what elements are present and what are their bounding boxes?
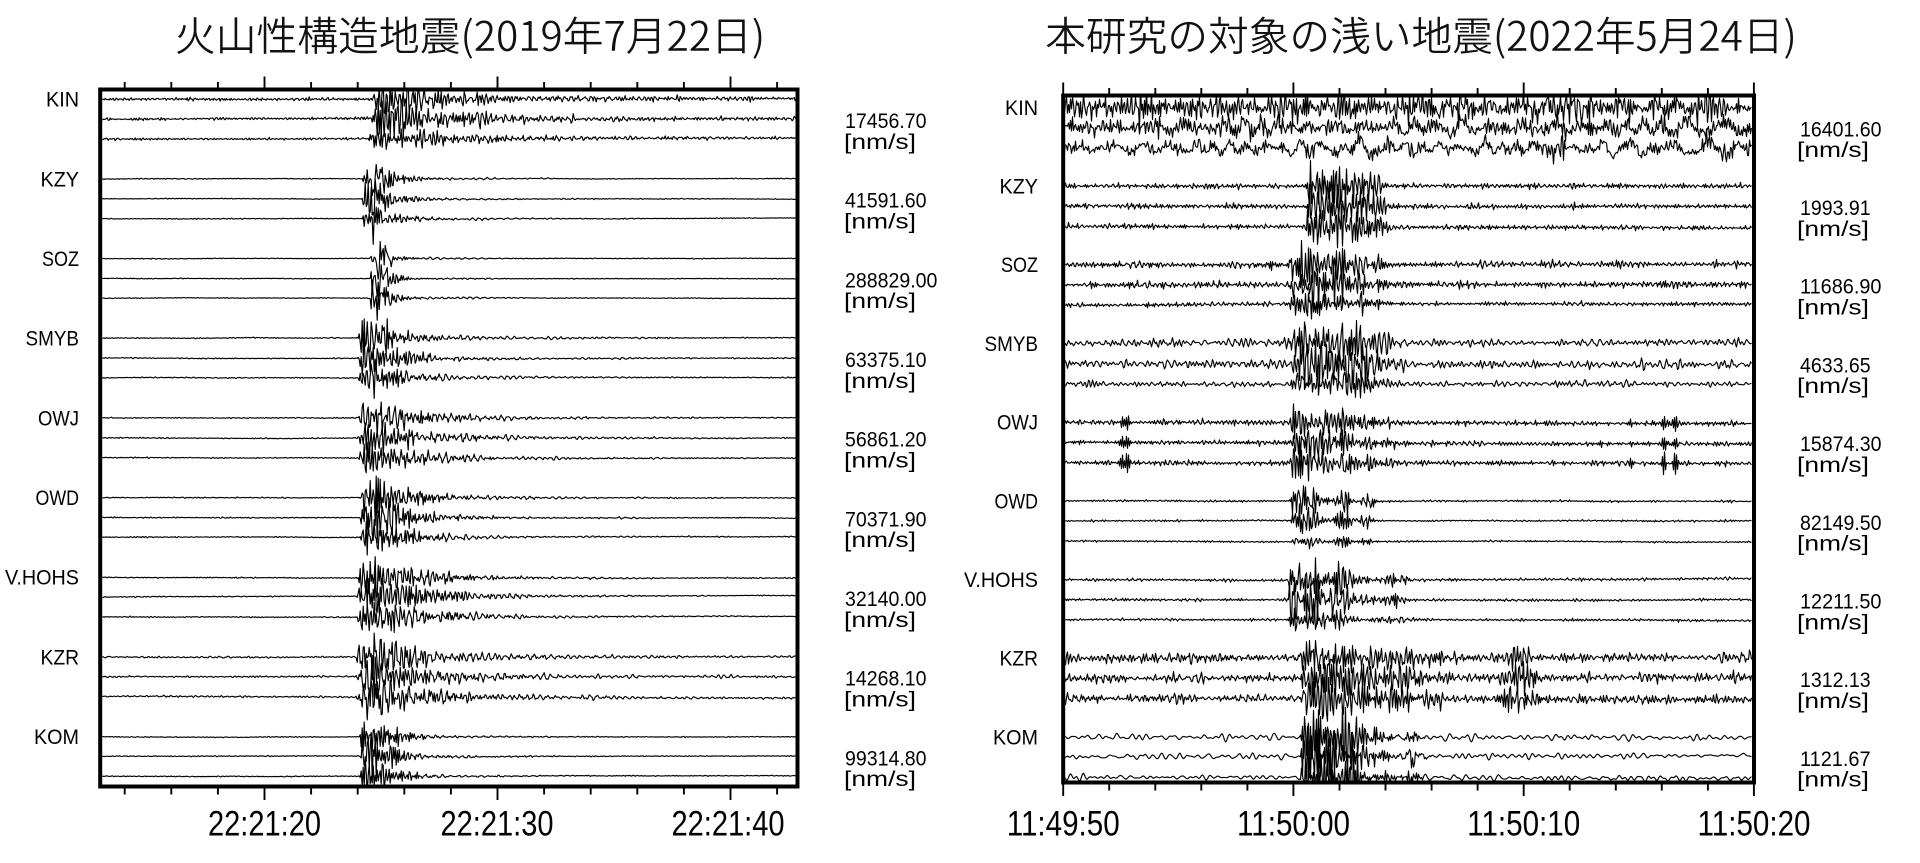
svg-text:4633.65: 4633.65: [1800, 353, 1871, 377]
svg-text:[nm/s]: [nm/s]: [844, 608, 916, 632]
svg-text:KZR: KZR: [41, 645, 80, 669]
svg-text:1993.91: 1993.91: [1800, 196, 1871, 220]
svg-text:[nm/s]: [nm/s]: [1797, 532, 1869, 556]
svg-text:14268.10: 14268.10: [845, 667, 927, 691]
svg-text:32140.00: 32140.00: [845, 587, 927, 611]
svg-text:11:50:00: 11:50:00: [1237, 805, 1350, 844]
svg-text:22:21:30: 22:21:30: [441, 805, 554, 844]
svg-text:KZY: KZY: [41, 167, 80, 191]
svg-text:OWD: OWD: [36, 486, 80, 510]
svg-text:KIN: KIN: [1005, 96, 1038, 120]
svg-text:[nm/s]: [nm/s]: [844, 448, 916, 472]
svg-text:KZY: KZY: [1000, 175, 1039, 199]
svg-text:12211.50: 12211.50: [1800, 590, 1882, 614]
svg-text:SOZ: SOZ: [1001, 253, 1038, 277]
svg-text:[nm/s]: [nm/s]: [1797, 374, 1869, 398]
svg-text:V.HOHS: V.HOHS: [964, 568, 1038, 592]
svg-text:11686.90: 11686.90: [1800, 275, 1882, 299]
svg-text:[nm/s]: [nm/s]: [844, 130, 916, 154]
svg-text:SMYB: SMYB: [26, 327, 80, 351]
svg-text:11:50:10: 11:50:10: [1467, 805, 1580, 844]
svg-text:11:50:20: 11:50:20: [1698, 805, 1811, 844]
svg-text:[nm/s]: [nm/s]: [1797, 296, 1869, 320]
svg-text:V.HOHS: V.HOHS: [5, 566, 79, 590]
svg-text:[nm/s]: [nm/s]: [844, 289, 916, 313]
svg-text:15874.30: 15874.30: [1800, 432, 1882, 456]
svg-text:OWD: OWD: [995, 489, 1039, 513]
svg-text:KZR: KZR: [1000, 647, 1039, 671]
svg-text:[nm/s]: [nm/s]: [844, 369, 916, 393]
svg-text:OWJ: OWJ: [38, 406, 79, 430]
svg-text:11:49:50: 11:49:50: [1007, 805, 1120, 844]
svg-text:SOZ: SOZ: [42, 247, 79, 271]
svg-text:82149.50: 82149.50: [1800, 511, 1882, 535]
svg-text:[nm/s]: [nm/s]: [1797, 217, 1869, 241]
svg-text:KIN: KIN: [46, 88, 79, 112]
svg-text:KOM: KOM: [993, 725, 1038, 749]
svg-text:17456.70: 17456.70: [845, 109, 927, 133]
svg-text:[nm/s]: [nm/s]: [844, 687, 916, 711]
svg-text:63375.10: 63375.10: [845, 348, 927, 372]
svg-text:OWJ: OWJ: [997, 411, 1038, 435]
svg-text:[nm/s]: [nm/s]: [1797, 138, 1869, 162]
svg-text:SMYB: SMYB: [985, 332, 1039, 356]
svg-text:[nm/s]: [nm/s]: [844, 210, 916, 234]
svg-text:41591.60: 41591.60: [845, 189, 927, 213]
svg-text:1312.13: 1312.13: [1800, 668, 1871, 692]
svg-text:288829.00: 288829.00: [845, 268, 937, 292]
svg-text:[nm/s]: [nm/s]: [1797, 453, 1869, 477]
svg-text:[nm/s]: [nm/s]: [1797, 768, 1869, 792]
svg-text:[nm/s]: [nm/s]: [844, 767, 916, 791]
svg-text:[nm/s]: [nm/s]: [1797, 610, 1869, 634]
svg-text:70371.90: 70371.90: [845, 507, 927, 531]
svg-text:16401.60: 16401.60: [1800, 117, 1882, 141]
svg-text:56861.20: 56861.20: [845, 428, 927, 452]
svg-text:KOM: KOM: [34, 725, 79, 749]
svg-text:[nm/s]: [nm/s]: [1797, 689, 1869, 713]
svg-text:22:21:40: 22:21:40: [672, 805, 785, 844]
svg-text:99314.80: 99314.80: [845, 746, 927, 770]
svg-text:22:21:20: 22:21:20: [208, 805, 321, 844]
svg-text:[nm/s]: [nm/s]: [844, 528, 916, 552]
svg-text:1121.67: 1121.67: [1800, 747, 1871, 771]
